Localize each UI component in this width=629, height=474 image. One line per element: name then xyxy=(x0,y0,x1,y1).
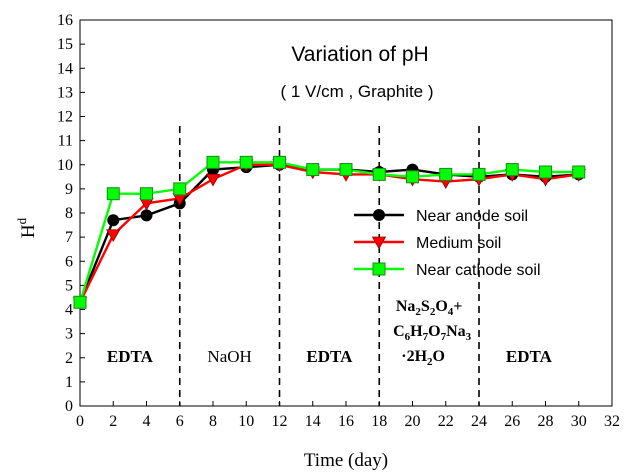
phase-label-line: C6H7O7Na3 xyxy=(393,323,472,343)
y-axis-title-main: H xyxy=(18,224,39,238)
chart-title: Variation of pH xyxy=(291,43,428,66)
x-tick-label: 16 xyxy=(338,413,354,430)
y-tick-label: 9 xyxy=(65,181,73,198)
data-point xyxy=(472,167,486,181)
series-line xyxy=(78,163,579,303)
y-tick-label: 12 xyxy=(57,109,73,126)
data-point xyxy=(140,187,153,201)
x-tick-label: 18 xyxy=(371,413,387,430)
y-tick-label: 8 xyxy=(65,205,73,222)
x-tick-label: 20 xyxy=(405,413,421,430)
y-tick-label: 16 xyxy=(57,12,73,29)
legend-label: Near anode soil xyxy=(416,208,528,225)
data-point xyxy=(106,229,121,243)
x-tick-label: 10 xyxy=(238,413,254,430)
x-tick-label: 4 xyxy=(143,413,151,430)
data-point xyxy=(572,165,586,179)
x-tick-label: 8 xyxy=(209,413,217,430)
data-point xyxy=(107,214,120,227)
data-point xyxy=(140,209,153,222)
data-point xyxy=(373,209,385,221)
data-point xyxy=(273,155,286,169)
data-point xyxy=(372,167,386,181)
series-markers xyxy=(74,158,585,309)
legend-item: Near cathode soil xyxy=(354,262,541,279)
phase-label-line: ·2H2O xyxy=(401,348,445,368)
data-point xyxy=(439,167,453,181)
series-markers xyxy=(72,159,586,310)
y-tick-label: 15 xyxy=(57,36,73,53)
x-tick-label: 32 xyxy=(604,413,620,430)
series-medium-soil xyxy=(78,163,579,303)
data-point xyxy=(205,173,221,187)
x-tick-label: 26 xyxy=(504,413,520,430)
x-tick-label: 12 xyxy=(272,413,288,430)
series-near-cathode-soil xyxy=(78,161,579,303)
phase-label: EDTA xyxy=(306,347,353,366)
legend-item: Medium soil xyxy=(354,235,501,252)
x-tick-label: 22 xyxy=(438,413,454,430)
y-tick-label: 11 xyxy=(58,133,73,150)
phase-dividers xyxy=(178,126,480,406)
phase-label: EDTA xyxy=(506,347,553,366)
x-tick-label: 6 xyxy=(176,413,184,430)
series-near-anode-soil xyxy=(78,163,579,303)
y-tick-label: 13 xyxy=(57,84,73,101)
axes: 0 2 4 6 8 10 12 14 16 18 20 22 24 26 28 30 3201234567891… xyxy=(57,12,620,430)
data-point xyxy=(406,170,419,184)
x-tick-label: 2 xyxy=(109,413,117,430)
phase-label: EDTA xyxy=(107,347,154,366)
y-tick-label: 7 xyxy=(65,229,73,246)
phase-label-line: Na2S2O4+ xyxy=(396,298,463,318)
svg-text:Hd: Hd xyxy=(14,217,39,238)
legend-item: Near anode soil xyxy=(354,208,528,225)
x-tick-label: 14 xyxy=(305,413,321,430)
phase-label-reagent: Na2S2O4+ C6H7O7Na3 ·2H2O xyxy=(393,298,472,368)
y-tick-label: 0 xyxy=(65,398,73,415)
x-tick-label: 24 xyxy=(471,413,487,430)
y-tick-label: 1 xyxy=(65,374,73,391)
y-tick-label: 6 xyxy=(65,253,73,270)
legend: Near anode soil Medium soil Near cathode s… xyxy=(354,208,541,279)
y-tick-label: 14 xyxy=(57,60,73,77)
y-tick-label: 4 xyxy=(65,302,73,319)
x-tick-label: 30 xyxy=(571,413,587,430)
data-point xyxy=(206,155,220,169)
data-series xyxy=(72,155,586,310)
y-tick-label: 5 xyxy=(65,277,73,294)
y-axis-title-sup: d xyxy=(14,217,29,224)
series-line xyxy=(78,161,579,303)
data-point xyxy=(339,163,353,177)
data-point xyxy=(306,163,320,177)
data-point xyxy=(371,236,387,250)
series-line xyxy=(78,163,579,303)
series-markers xyxy=(73,155,586,309)
chart-subtitle: ( 1 V/cm , Graphite ) xyxy=(280,82,433,101)
legend-label: Medium soil xyxy=(416,235,501,252)
y-tick-label: 3 xyxy=(65,326,73,343)
data-point xyxy=(239,155,253,169)
y-axis-title: Hd xyxy=(14,217,39,238)
data-point xyxy=(106,187,120,201)
data-point xyxy=(539,165,552,179)
data-point xyxy=(505,163,519,177)
data-point xyxy=(73,295,87,309)
phase-label: NaOH xyxy=(207,347,251,366)
y-tick-label: 2 xyxy=(65,350,73,367)
phase-labels: EDTA NaOH EDTA Na2S2O4+ C6H7O7Na3 ·2H2O EDTA xyxy=(107,298,553,368)
x-tick-label: 0 xyxy=(76,413,84,430)
x-axis-title: Time (day) xyxy=(304,450,388,471)
legend-label: Near cathode soil xyxy=(416,262,541,279)
y-tick-label: 10 xyxy=(57,157,73,174)
data-point xyxy=(173,182,187,196)
data-point xyxy=(372,262,386,276)
x-tick-label: 28 xyxy=(538,413,554,430)
